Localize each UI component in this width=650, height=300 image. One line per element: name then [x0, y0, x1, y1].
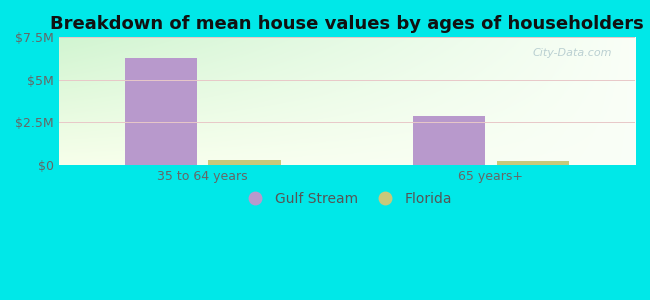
- Bar: [209, 160, 281, 165]
- Bar: [497, 161, 569, 165]
- Text: City-Data.com: City-Data.com: [532, 47, 612, 58]
- Bar: [125, 58, 197, 165]
- Bar: [413, 116, 485, 165]
- Title: Breakdown of mean house values by ages of householders: Breakdown of mean house values by ages o…: [50, 15, 644, 33]
- Legend: Gulf Stream, Florida: Gulf Stream, Florida: [236, 187, 458, 211]
